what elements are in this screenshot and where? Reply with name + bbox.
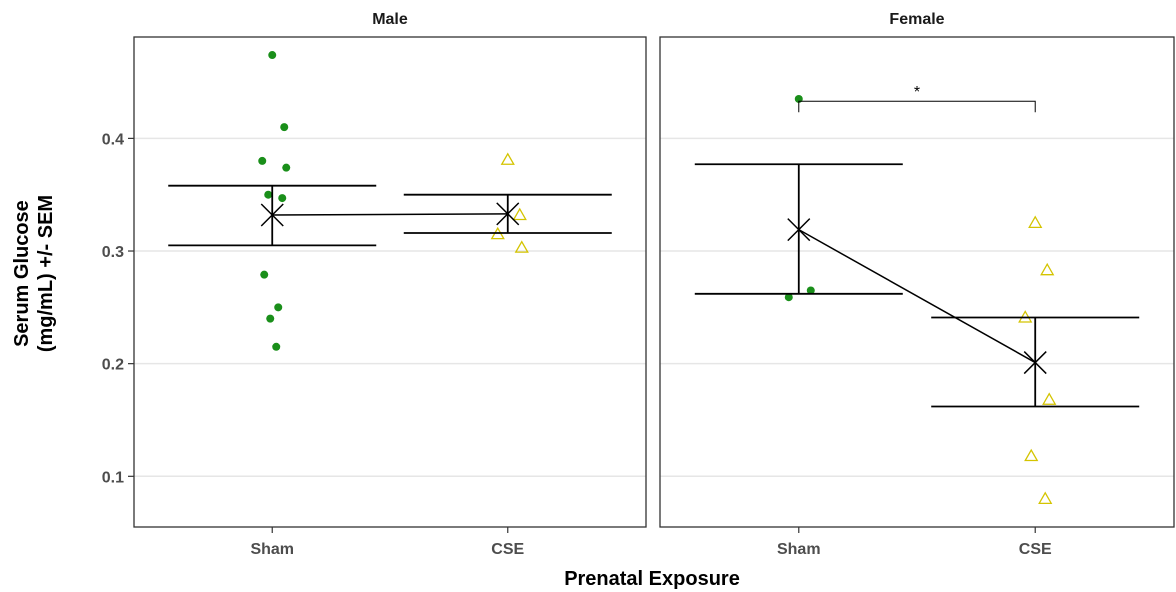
data-point-sham [268, 51, 277, 60]
data-point-sham [806, 286, 815, 295]
y-tick-label: 0.2 [102, 357, 124, 374]
y-axis-title-line: Serum Glucose [11, 200, 33, 347]
mean-marker [1023, 351, 1047, 375]
data-point-sham [264, 190, 273, 199]
mean-marker [260, 203, 284, 227]
significance-bracket [798, 100, 1036, 113]
data-point-sham [266, 314, 275, 323]
data-point-sham [282, 163, 291, 172]
data-point-sham [784, 293, 793, 302]
y-axis-title-line: (mg/mL) +/- SEM [35, 195, 57, 352]
x-axis-title: Prenatal Exposure [564, 568, 740, 590]
y-tick-label: 0.3 [102, 244, 124, 261]
data-point-sham [274, 303, 283, 312]
mean-marker [787, 218, 811, 242]
panel-border [659, 36, 1175, 528]
facet-label: Male [372, 11, 408, 28]
mean-connector-line [272, 213, 508, 216]
mean-connector-line [798, 228, 1036, 364]
data-point-sham [258, 156, 267, 165]
y-axis-title: Serum Glucose (mg/mL) +/- SEM [11, 195, 57, 352]
x-tick-label: Sham [250, 541, 294, 558]
mean-marker [496, 202, 520, 226]
data-point-cse [1028, 215, 1043, 229]
data-point-cse [1038, 491, 1053, 504]
data-point-sham [278, 194, 287, 203]
data-point-cse [514, 240, 529, 253]
y-tick-label: 0.1 [102, 469, 124, 486]
x-tick-label: Sham [777, 541, 821, 558]
significance-label: * [914, 84, 920, 101]
x-tick-label: CSE [491, 541, 524, 558]
y-axis: 0.1 0.2 0.3 0.4 [102, 131, 134, 486]
x-tick-label: CSE [1019, 541, 1052, 558]
data-point-sham [260, 270, 269, 279]
data-point-cse [512, 207, 527, 221]
data-point-cse [1024, 448, 1039, 462]
facet-label: Female [889, 11, 944, 28]
data-point-sham [280, 123, 289, 132]
data-point-cse [1042, 392, 1057, 405]
facet-female: Female Sham CSE * [659, 11, 1175, 558]
facet-male: Male Sham CSE [133, 11, 647, 558]
panel-border [133, 36, 647, 528]
data-point-cse [1040, 262, 1055, 276]
y-tick-label: 0.4 [102, 131, 124, 148]
data-point-sham [272, 342, 281, 351]
data-point-cse [500, 152, 515, 165]
